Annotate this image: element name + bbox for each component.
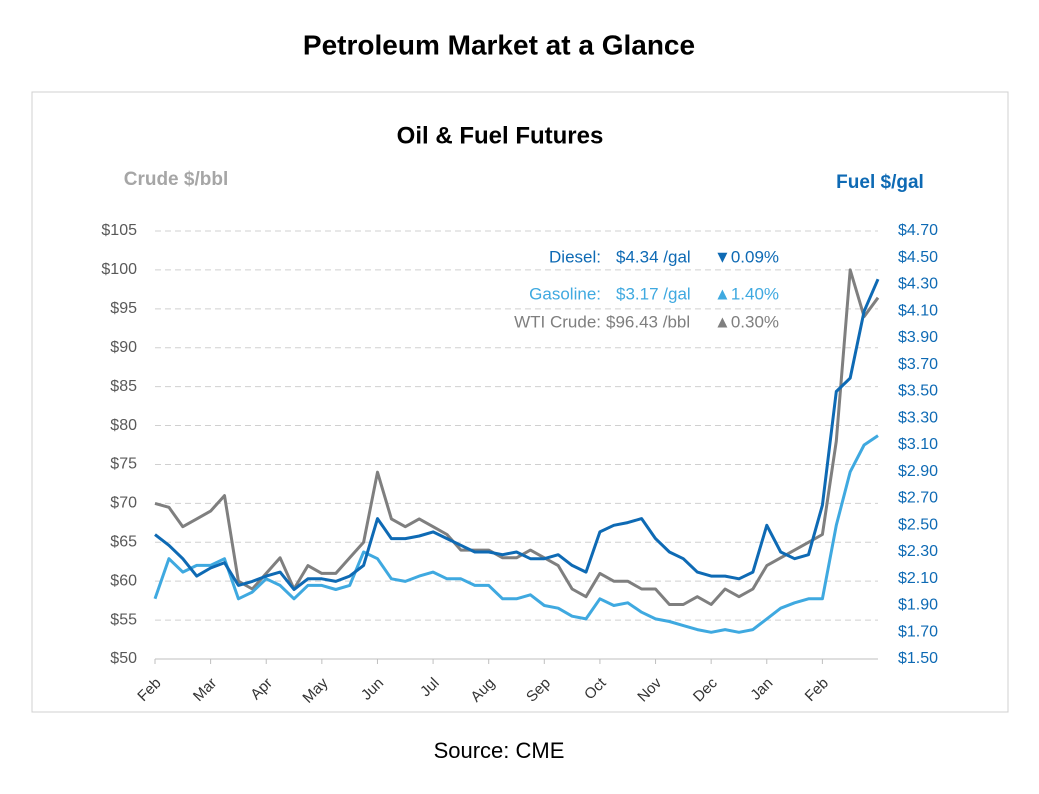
y-tick-label: $80: [110, 417, 137, 434]
legend-label: WTI Crude:: [514, 312, 601, 331]
y-tick-label: $100: [101, 261, 137, 278]
y2-tick-label: $4.30: [898, 276, 938, 293]
y2-tick-label: $3.10: [898, 436, 938, 453]
y2-axis-title: Fuel $/gal: [836, 172, 924, 193]
y2-tick-label: $2.50: [898, 516, 938, 533]
y-tick-label: $85: [110, 378, 137, 395]
y-tick-label: $65: [110, 533, 137, 550]
y-tick-label: $95: [110, 300, 137, 317]
y2-tick-label: $3.50: [898, 383, 938, 400]
y2-tick-label: $3.30: [898, 409, 938, 426]
y-tick-label: $55: [110, 611, 137, 628]
legend-label: Diesel:: [549, 247, 601, 266]
y-tick-label: $75: [110, 456, 137, 473]
page-title: Petroleum Market at a Glance: [303, 29, 695, 60]
y2-tick-label: $3.90: [898, 329, 938, 346]
y2-tick-label: $4.70: [898, 222, 938, 239]
legend-change: ▲0.30%: [714, 312, 779, 331]
y2-tick-label: $1.70: [898, 623, 938, 640]
y2-tick-label: $4.10: [898, 302, 938, 319]
y-tick-label: $90: [110, 339, 137, 356]
series-line: [153, 434, 879, 634]
y2-tick-label: $2.30: [898, 543, 938, 560]
y2-tick-label: $1.90: [898, 597, 938, 614]
y2-tick-label: $2.70: [898, 490, 938, 507]
y2-tick-label: $2.10: [898, 570, 938, 587]
chart-title: Oil & Fuel Futures: [397, 122, 604, 149]
y-tick-label: $70: [110, 495, 137, 512]
y2-tick-label: $2.90: [898, 463, 938, 480]
y-tick-label: $50: [110, 650, 137, 667]
legend-label: Gasoline:: [529, 284, 601, 303]
series-line: [154, 268, 880, 606]
y2-tick-label: $4.50: [898, 249, 938, 266]
legend-value: $4.34 /gal: [616, 247, 691, 266]
y2-tick-label: $1.50: [898, 650, 938, 667]
chart-frame: [31, 91, 1009, 713]
legend-value: $96.43 /bbl: [606, 312, 690, 331]
y2-tick-label: $3.70: [898, 356, 938, 373]
legend-change: ▼0.09%: [714, 247, 779, 266]
legend-change: ▲1.40%: [714, 284, 779, 303]
source-note: Source: CME: [434, 738, 565, 763]
y-tick-label: $60: [110, 572, 137, 589]
y-tick-label: $105: [101, 222, 137, 239]
legend-value: $3.17 /gal: [616, 284, 691, 303]
series-line: [154, 278, 880, 591]
y-axis-title: Crude $/bbl: [124, 169, 229, 190]
